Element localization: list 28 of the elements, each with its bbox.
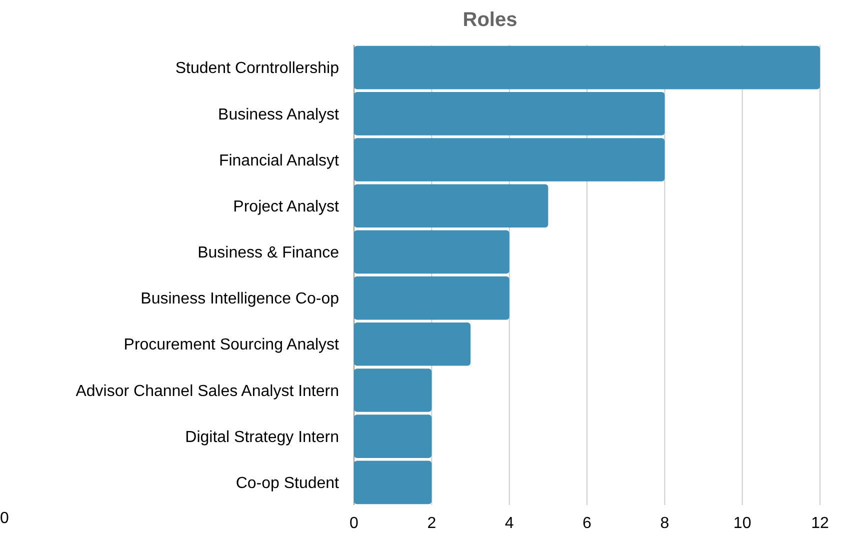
y-tick-label: Business & Finance (198, 244, 340, 262)
y-tick-label: Business Analyst (218, 106, 340, 124)
chart-title: Roles (462, 9, 518, 31)
y-tick-label: Co-op Student (236, 475, 340, 492)
bar (354, 276, 510, 320)
x-tick-label: 6 (582, 515, 592, 532)
bar (354, 92, 665, 136)
y-tick-label: Financial Analsyt (218, 152, 340, 170)
x-tick-label: 12 (811, 515, 829, 532)
y-tick-label: Digital Strategy Intern (185, 428, 339, 446)
bar (354, 138, 665, 182)
bar (354, 46, 820, 90)
x-tick-label: 8 (660, 515, 670, 532)
bar (354, 460, 432, 504)
x-tick-label: 2 (427, 515, 436, 532)
bar (354, 230, 510, 274)
y-tick-label: Advisor Channel Sales Analyst Intern (76, 382, 339, 400)
x-tick-label: 0 (350, 515, 359, 532)
bar (354, 322, 470, 366)
y-tick-label: Procurement Sourcing Analyst (124, 336, 340, 354)
y-tick-label: Project Analyst (233, 198, 340, 216)
x-tick-label: 4 (504, 515, 514, 532)
bar (354, 368, 432, 412)
y-tick-label: Student Corntrollership (175, 60, 340, 78)
y-tick-label: Business Intelligence Co-op (140, 290, 340, 308)
x-tick-label: 10 (733, 515, 752, 532)
bar (354, 184, 548, 228)
bar (354, 414, 432, 458)
